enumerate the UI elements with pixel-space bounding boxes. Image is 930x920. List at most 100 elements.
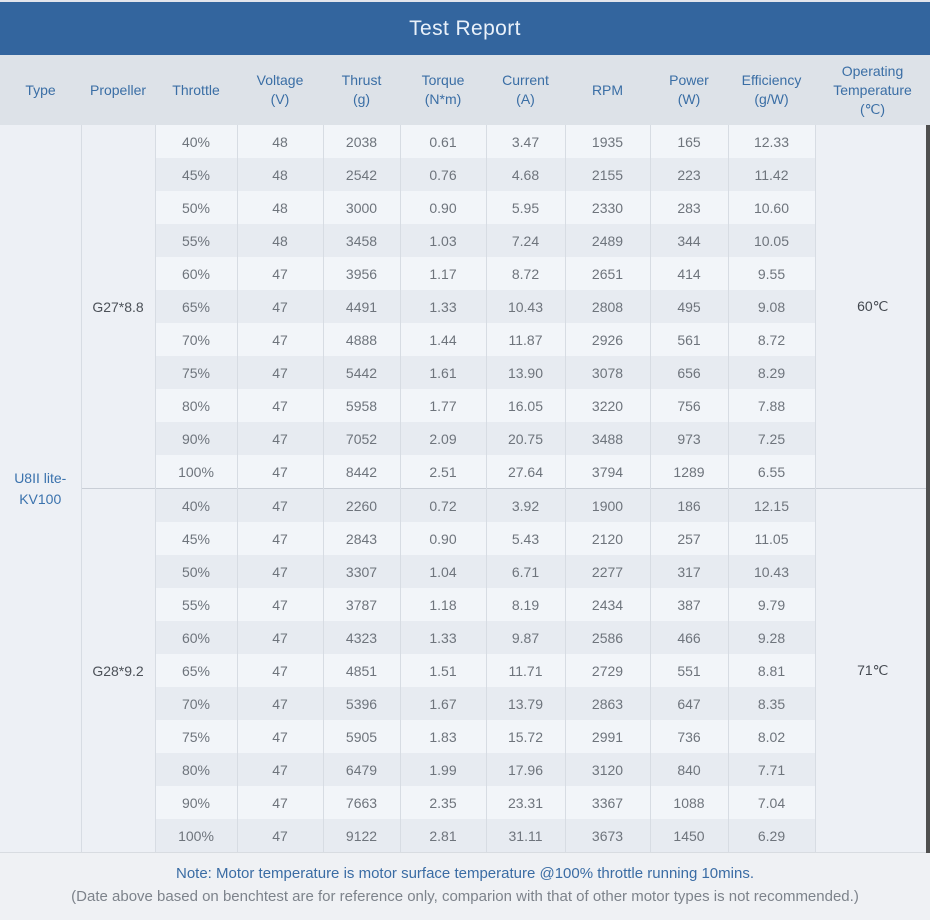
cell-voltage: 47 [236, 290, 324, 323]
cell-voltage: 47 [236, 720, 324, 753]
cell-throttle: 75% [154, 720, 238, 753]
cell-efficiency: 7.71 [727, 753, 816, 786]
column-header-rpm: RPM [565, 55, 650, 125]
cell-efficiency: 11.42 [727, 158, 816, 191]
cell-power: 165 [649, 125, 729, 158]
cell-current: 31.11 [485, 819, 566, 852]
cell-voltage: 47 [236, 422, 324, 455]
cell-throttle: 50% [154, 191, 238, 224]
cell-voltage: 47 [236, 621, 324, 654]
report-table: Type Propeller Throttle Voltage (V) Thru… [0, 55, 930, 852]
cell-rpm: 2651 [564, 257, 651, 290]
cell-torque: 1.51 [399, 654, 487, 687]
cell-voltage: 47 [236, 257, 324, 290]
table-row: 90% 47 7663 2.35 23.31 3367 1088 7.04 [0, 786, 930, 819]
table-row: 70% 47 5396 1.67 13.79 2863 647 8.35 [0, 687, 930, 720]
cell-efficiency: 11.05 [727, 522, 816, 555]
cell-current: 3.47 [485, 125, 566, 158]
column-header-current: Current (A) [486, 55, 565, 125]
cell-throttle: 60% [154, 257, 238, 290]
cell-current: 11.71 [485, 654, 566, 687]
table-row: 90% 47 7052 2.09 20.75 3488 973 7.25 [0, 422, 930, 455]
table-row: 60% 47 4323 1.33 9.87 2586 466 9.28 [0, 621, 930, 654]
cell-torque: 0.76 [399, 158, 487, 191]
cell-throttle: 45% [154, 522, 238, 555]
cell-current: 7.24 [485, 224, 566, 257]
cell-power: 561 [649, 323, 729, 356]
cell-thrust: 8442 [322, 455, 401, 489]
cell-throttle: 100% [154, 819, 238, 852]
cell-torque: 1.44 [399, 323, 487, 356]
table-row: 50% 47 3307 1.04 6.71 2277 317 10.43 [0, 555, 930, 588]
table-row: 70% 47 4888 1.44 11.87 2926 561 8.72 [0, 323, 930, 356]
cell-efficiency: 9.28 [727, 621, 816, 654]
cell-power: 1450 [649, 819, 729, 852]
column-header-thrust: Thrust (g) [323, 55, 400, 125]
cell-thrust: 3787 [322, 588, 401, 621]
cell-efficiency: 8.02 [727, 720, 816, 753]
cell-throttle: 40% [154, 488, 238, 522]
cell-thrust: 5442 [322, 356, 401, 389]
cell-throttle: 55% [154, 588, 238, 621]
cell-torque: 1.77 [399, 389, 487, 422]
cell-torque: 1.03 [399, 224, 487, 257]
scrollbar-thumb[interactable] [926, 125, 930, 853]
cell-throttle: 80% [154, 753, 238, 786]
note-area: Note: Motor temperature is motor surface… [0, 852, 930, 920]
cell-rpm: 2120 [564, 522, 651, 555]
cell-torque: 1.67 [399, 687, 487, 720]
cell-rpm: 2586 [564, 621, 651, 654]
cell-rpm: 2863 [564, 687, 651, 720]
cell-rpm: 2729 [564, 654, 651, 687]
cell-power: 495 [649, 290, 729, 323]
title-bar: Test Report [0, 2, 930, 55]
propeller-cell: G28*9.2 [80, 488, 156, 852]
cell-current: 11.87 [485, 323, 566, 356]
cell-rpm: 2489 [564, 224, 651, 257]
cell-current: 5.95 [485, 191, 566, 224]
cell-throttle: 70% [154, 323, 238, 356]
cell-voltage: 48 [236, 125, 324, 158]
column-header-throttle: Throttle [155, 55, 237, 125]
cell-efficiency: 10.05 [727, 224, 816, 257]
cell-efficiency: 10.60 [727, 191, 816, 224]
cell-voltage: 47 [236, 588, 324, 621]
cell-efficiency: 9.79 [727, 588, 816, 621]
cell-voltage: 48 [236, 224, 324, 257]
cell-power: 1289 [649, 455, 729, 489]
cell-torque: 1.17 [399, 257, 487, 290]
operating-temperature-cell: 60℃ [814, 125, 930, 489]
cell-power: 223 [649, 158, 729, 191]
cell-rpm: 2155 [564, 158, 651, 191]
table-row: G28*9.2 40% 47 2260 0.72 3.92 1900 186 12.15 71℃ [0, 488, 930, 852]
cell-throttle: 80% [154, 389, 238, 422]
cell-torque: 1.83 [399, 720, 487, 753]
cell-torque: 2.51 [399, 455, 487, 489]
cell-rpm: 2808 [564, 290, 651, 323]
cell-thrust: 6479 [322, 753, 401, 786]
cell-rpm: 1900 [564, 488, 651, 522]
cell-power: 317 [649, 555, 729, 588]
cell-efficiency: 8.81 [727, 654, 816, 687]
cell-efficiency: 9.55 [727, 257, 816, 290]
cell-current: 17.96 [485, 753, 566, 786]
cell-efficiency: 12.15 [727, 488, 816, 522]
cell-power: 840 [649, 753, 729, 786]
cell-rpm: 2434 [564, 588, 651, 621]
cell-efficiency: 7.04 [727, 786, 816, 819]
note-primary: Note: Motor temperature is motor surface… [176, 865, 754, 882]
column-header-propeller: Propeller [81, 55, 155, 125]
cell-torque: 0.72 [399, 488, 487, 522]
cell-torque: 1.61 [399, 356, 487, 389]
cell-thrust: 2843 [322, 522, 401, 555]
cell-efficiency: 12.33 [727, 125, 816, 158]
cell-current: 13.79 [485, 687, 566, 720]
table-row: 45% 48 2542 0.76 4.68 2155 223 11.42 [0, 158, 930, 191]
cell-efficiency: 6.29 [727, 819, 816, 852]
cell-torque: 2.09 [399, 422, 487, 455]
cell-thrust: 5958 [322, 389, 401, 422]
cell-efficiency: 7.25 [727, 422, 816, 455]
cell-thrust: 7052 [322, 422, 401, 455]
cell-throttle: 90% [154, 422, 238, 455]
cell-torque: 0.61 [399, 125, 487, 158]
